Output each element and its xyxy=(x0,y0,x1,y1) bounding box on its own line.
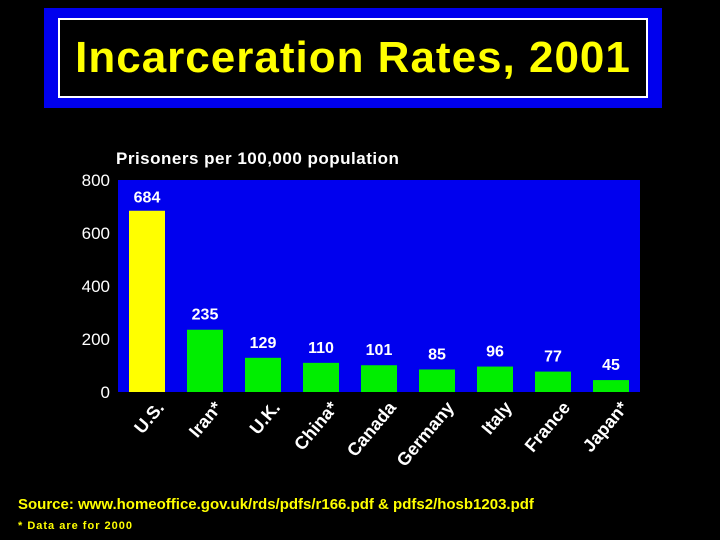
y-tick-label: 800 xyxy=(82,171,110,190)
bar xyxy=(245,357,281,392)
x-tick-label: China* xyxy=(290,398,342,455)
x-tick-label: Canada xyxy=(343,397,401,460)
x-tick-label: Iran* xyxy=(185,398,226,442)
bar-chart: Prisoners per 100,000 population 0 200 400… xyxy=(82,149,640,470)
footnote: * Data are for 2000 xyxy=(18,520,133,532)
x-tick-label: France xyxy=(521,398,574,456)
data-label: 101 xyxy=(366,342,393,359)
x-tick-label: Germany xyxy=(393,398,458,471)
bar xyxy=(187,329,223,392)
chart-title: Prisoners per 100,000 population xyxy=(116,149,399,168)
data-label: 235 xyxy=(192,307,219,324)
y-tick-label: 0 xyxy=(101,383,110,402)
data-label: 129 xyxy=(250,335,277,352)
bars xyxy=(129,210,629,392)
bar xyxy=(535,371,571,392)
x-tick-label: U.S. xyxy=(130,398,168,438)
bar xyxy=(361,365,397,392)
title-banner: Incarceration Rates, 2001 xyxy=(44,8,662,108)
source-citation: Source: www.homeoffice.gov.uk/rds/pdfs/r… xyxy=(18,496,534,513)
y-tick-label: 600 xyxy=(82,224,110,243)
title-frame: Incarceration Rates, 2001 xyxy=(58,18,648,98)
x-tick-label: U.K. xyxy=(246,398,284,438)
data-label: 85 xyxy=(428,346,446,363)
bar xyxy=(303,362,339,392)
value-labels: 684 235 129 110 101 85 96 77 45 xyxy=(134,190,620,374)
y-axis: 0 200 400 600 800 xyxy=(82,171,110,402)
y-tick-label: 200 xyxy=(82,330,110,349)
data-label: 45 xyxy=(602,357,620,374)
page-title: Incarceration Rates, 2001 xyxy=(75,33,631,82)
bar xyxy=(477,366,513,392)
data-label: 684 xyxy=(134,190,161,207)
data-label: 96 xyxy=(486,344,504,361)
data-label: 110 xyxy=(308,340,334,357)
data-label: 77 xyxy=(544,349,562,366)
y-tick-label: 400 xyxy=(82,277,110,296)
bar xyxy=(593,380,629,392)
bar xyxy=(129,210,165,392)
x-tick-label: Japan* xyxy=(579,398,632,456)
bar xyxy=(419,369,455,392)
x-tick-label: Italy xyxy=(478,398,516,438)
